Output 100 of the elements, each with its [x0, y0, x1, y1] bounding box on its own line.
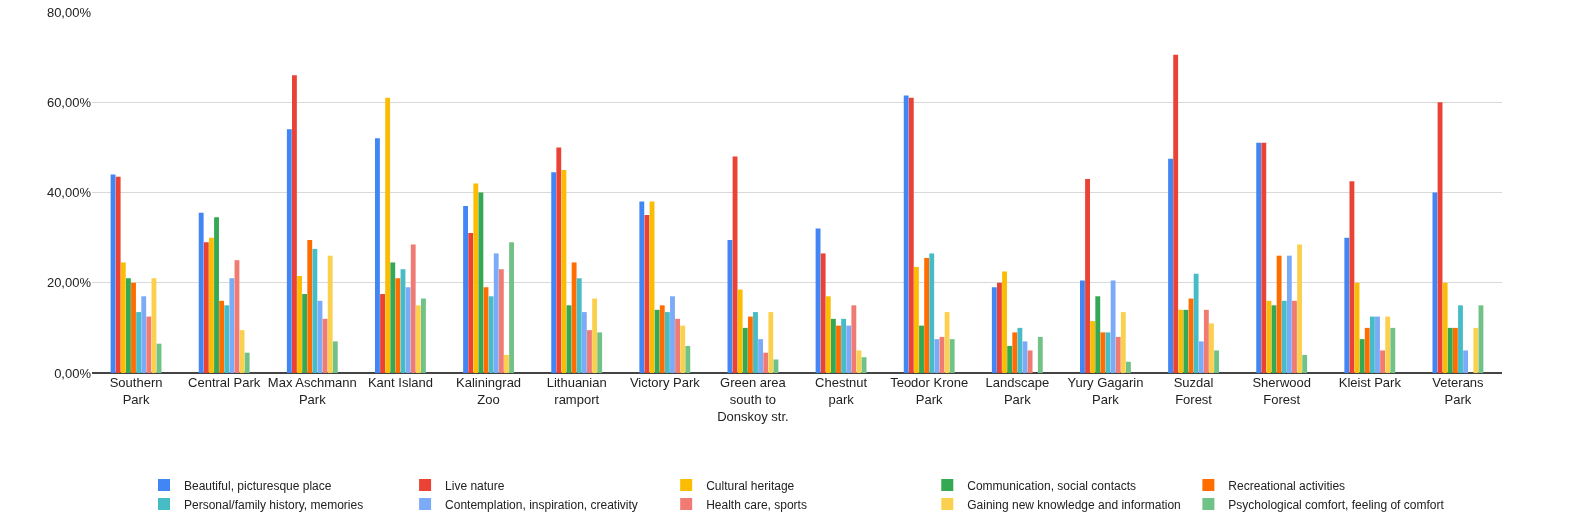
x-tick-label: Veterans Park — [1432, 375, 1485, 407]
bar — [302, 294, 308, 373]
bar — [664, 312, 670, 373]
bar — [1198, 341, 1204, 373]
bar — [1126, 361, 1131, 373]
bar — [1390, 327, 1396, 373]
bar — [1173, 54, 1179, 373]
bar — [1442, 282, 1448, 373]
legend-label: Communication, social contacts — [967, 478, 1137, 493]
bar — [136, 312, 142, 373]
x-tick-label: Chestnut park — [815, 375, 868, 407]
bar — [913, 266, 919, 373]
bar — [592, 298, 597, 373]
bar — [903, 95, 909, 373]
bar — [229, 278, 235, 373]
legend-label: Beautiful, picturesque place — [184, 478, 332, 493]
y-tick-label: 60,00% — [46, 94, 92, 110]
bar — [390, 262, 396, 373]
legend-label: Recreational activities — [1228, 478, 1346, 493]
bar — [1012, 332, 1018, 373]
bar — [944, 312, 950, 373]
bar — [1095, 296, 1101, 373]
bar — [576, 278, 582, 373]
y-tick-label: 0,00% — [54, 365, 92, 381]
bar — [1168, 158, 1173, 373]
bar — [561, 169, 567, 373]
bar — [463, 206, 468, 373]
bar — [208, 237, 214, 373]
bar — [1302, 354, 1308, 373]
bar — [1115, 336, 1121, 373]
x-tick-label: Kaliningrad Zoo — [456, 375, 522, 407]
bar — [1007, 345, 1013, 373]
bar — [587, 330, 592, 373]
bar — [1276, 255, 1282, 373]
bar — [654, 309, 660, 373]
bar — [836, 325, 841, 373]
bar — [1458, 305, 1463, 373]
bar — [551, 172, 557, 373]
bar — [504, 354, 509, 373]
x-tick-label: Lithuanian ramport — [546, 375, 607, 407]
bar — [385, 97, 391, 373]
bar — [929, 253, 935, 373]
legend-label: Live nature — [445, 478, 505, 493]
bar — [478, 192, 484, 373]
bar — [297, 275, 302, 373]
bar — [146, 316, 152, 373]
bar — [488, 296, 494, 373]
x-tick-label: Kant Island — [367, 375, 433, 390]
bar — [1473, 327, 1479, 373]
bar — [1203, 309, 1209, 373]
bar — [556, 147, 562, 373]
bar — [307, 239, 313, 373]
bar — [380, 294, 385, 373]
bar — [1380, 350, 1386, 373]
bar — [680, 325, 686, 373]
bar — [934, 339, 940, 373]
bar — [120, 262, 126, 373]
bar — [375, 138, 380, 373]
bar — [820, 253, 826, 373]
bar — [1256, 142, 1262, 373]
bar — [327, 255, 333, 373]
y-tick-label: 40,00% — [46, 185, 92, 201]
bar — [1369, 316, 1375, 373]
bar — [1261, 142, 1267, 373]
bar — [1100, 332, 1106, 373]
x-tick-label: Yury Gagarin Park — [1067, 375, 1144, 407]
legend-label: Psychological comfort, feeling of comfort — [1228, 497, 1445, 512]
x-tick-label: Landscape Park — [985, 375, 1050, 407]
bar — [421, 298, 426, 373]
bar — [493, 253, 499, 373]
bar — [1447, 327, 1453, 373]
bar — [1017, 327, 1023, 373]
x-tick-label: Green area south to Donskoy str. — [717, 375, 789, 424]
bar — [1110, 280, 1116, 373]
bar — [675, 318, 681, 373]
bar — [473, 183, 479, 373]
bar — [1375, 316, 1380, 373]
bar — [846, 325, 852, 373]
x-tick-label: Teodor Krone Park — [890, 375, 969, 407]
bar — [1209, 323, 1214, 373]
bar — [1292, 300, 1297, 373]
bar — [292, 75, 297, 373]
x-tick-label: Kleist Park — [1338, 375, 1402, 390]
bar — [468, 233, 474, 373]
bar — [763, 352, 769, 373]
bar — [758, 339, 764, 373]
bar — [1452, 327, 1458, 373]
bar — [685, 345, 691, 373]
bar — [919, 325, 924, 373]
x-tick-label: Sherwood Forest — [1252, 375, 1311, 407]
bar — [830, 318, 836, 373]
bar — [509, 242, 514, 373]
y-tick-label: 20,00% — [46, 275, 92, 291]
bar — [244, 352, 250, 373]
legend-label: Cultural heritage — [706, 478, 795, 493]
bar — [214, 217, 219, 373]
x-tick-label: Southern Park — [109, 375, 163, 407]
bar — [571, 262, 577, 373]
bar — [737, 289, 743, 373]
bar — [1344, 237, 1350, 373]
